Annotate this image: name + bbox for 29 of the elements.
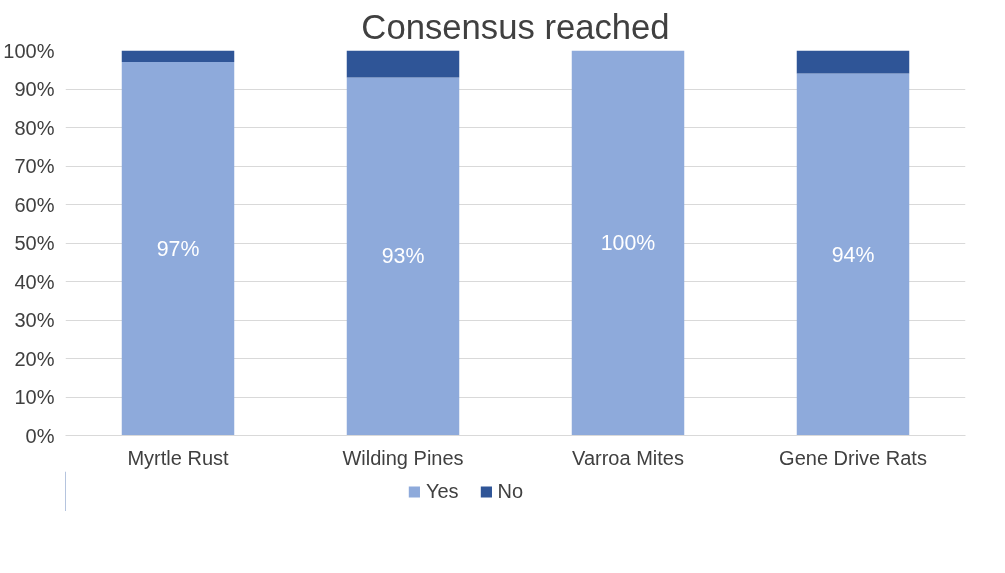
- bar: [346, 77, 460, 436]
- bar: [121, 62, 235, 436]
- y-tick-label: 100%: [3, 39, 55, 62]
- bar: [121, 50, 235, 63]
- data-label: 97%: [156, 236, 200, 261]
- y-tick-label: 90%: [14, 78, 55, 100]
- x-tick-label: Wilding Pines: [342, 446, 464, 469]
- y-tick-label: 20%: [14, 347, 55, 370]
- data-label: 100%: [600, 231, 656, 255]
- bar: [796, 50, 910, 74]
- y-tick-label: 80%: [14, 116, 55, 139]
- x-tick-label: Myrtle Rust: [127, 446, 229, 469]
- y-tick-label: 10%: [14, 386, 55, 408]
- data-label: 94%: [831, 242, 875, 267]
- bar: [796, 73, 910, 436]
- y-tick-label: 50%: [14, 232, 55, 254]
- data-label: 93%: [381, 244, 425, 269]
- y-tick-label: 60%: [14, 193, 55, 216]
- y-tick-label: 40%: [14, 270, 55, 293]
- legend-label: No: [497, 479, 524, 503]
- x-tick-label: Gene Drive Rats: [779, 446, 927, 469]
- y-tick-label: 30%: [14, 309, 55, 331]
- legend-label: Yes: [425, 479, 459, 503]
- x-tick-label: Varroa Mites: [572, 446, 684, 469]
- y-tick-label: 70%: [14, 155, 55, 177]
- bar: [346, 50, 460, 78]
- bar: [571, 50, 685, 436]
- y-tick-label: 0%: [25, 424, 55, 447]
- chart-title: Consensus reached: [361, 7, 670, 46]
